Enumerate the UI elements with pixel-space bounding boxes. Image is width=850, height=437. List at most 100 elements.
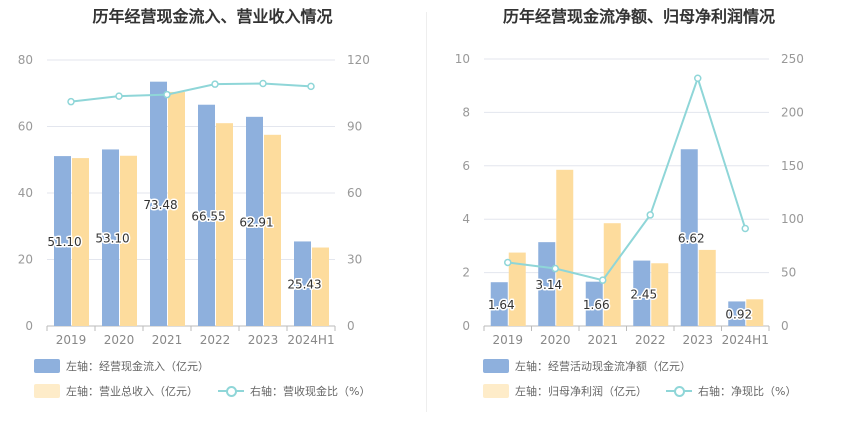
cash-inflow-revenue-chart-panel: 历年经营现金流入、营业收入情况 0 20 40 60 80 0 30 60 90 120 2019 5… xyxy=(18,7,370,399)
cash-inflow-revenue-chart: 0 20 40 60 80 0 30 60 90 120 2019 51.10 2020 53.10 202… xyxy=(18,53,370,347)
legend-item-net-operating-cashflow[interactable]: 左轴：经营活动现金流净额（亿元） xyxy=(483,358,691,374)
right-axis-tick-label: 100 xyxy=(781,212,804,226)
ratio-point xyxy=(599,276,607,284)
ratio-point xyxy=(741,224,749,233)
bar-2023 xyxy=(246,116,263,326)
data-label: 73.48 xyxy=(143,198,177,212)
net-cashflow-profit-chart: 024681005010015020025020191.6420203.1420… xyxy=(455,52,804,347)
right-axis-tick-label: 60 xyxy=(347,186,362,200)
right-axis-tick-label: 90 xyxy=(347,120,362,134)
left-axis-tick-label: 6 xyxy=(462,159,470,173)
x-axis-tick-label: 2023 xyxy=(682,333,713,347)
bar-2024H1 xyxy=(728,301,746,326)
bar-2021 xyxy=(585,281,603,326)
bar-2022 xyxy=(633,260,651,326)
left-axis-tick-label: 0 xyxy=(25,319,33,333)
bar-2020 xyxy=(120,155,137,326)
right-axis-tick-label: 0 xyxy=(347,319,355,333)
left-axis-tick-label: 0 xyxy=(462,319,470,333)
bar-2022 xyxy=(216,123,233,326)
data-label: 6.62 xyxy=(678,232,705,246)
bar-2023 xyxy=(264,134,281,326)
right-axis-tick-label: 150 xyxy=(781,159,804,173)
data-label: 2.45 xyxy=(630,287,657,301)
ratio-point xyxy=(259,79,267,88)
right-axis-tick-label: 200 xyxy=(781,105,804,119)
legend-item-net-cash-ratio[interactable]: 右轴：净现比（%） xyxy=(666,383,796,399)
ratio-point xyxy=(504,258,512,267)
ratio-point xyxy=(163,90,171,99)
ratio-line xyxy=(70,82,312,103)
bar-2019 xyxy=(54,156,71,326)
x-axis-tick-label: 2021 xyxy=(587,333,618,347)
x-axis-tick-label: 2019 xyxy=(56,333,87,347)
legend-item-cash-inflow[interactable]: 左轴：经营现金流入（亿元） xyxy=(34,358,209,374)
bar-2023 xyxy=(698,249,716,326)
legend-label: 左轴：经营活动现金流净额（亿元） xyxy=(515,360,691,373)
legend-item-cash-revenue-ratio[interactable]: 右轴：营收现金比（%） xyxy=(218,383,370,399)
left-axis-tick-label: 2 xyxy=(462,266,470,280)
data-label: 0.92 xyxy=(725,308,752,322)
data-label: 51.10 xyxy=(47,235,81,249)
ratio-point xyxy=(211,80,219,88)
data-label: 3.14 xyxy=(535,278,562,292)
legend-label: 左轴：营业总收入（亿元） xyxy=(66,385,198,398)
legend-label: 右轴：营收现金比（%） xyxy=(250,385,371,398)
left-axis-tick-label: 10 xyxy=(455,52,470,66)
legend-label: 左轴：归母净利润（亿元） xyxy=(515,385,647,398)
bar-2021 xyxy=(150,81,167,326)
ratio-point xyxy=(551,264,559,273)
left-axis-tick-label: 60 xyxy=(18,120,33,134)
x-axis-tick-label: 2024H1 xyxy=(287,333,334,347)
right-axis-tick-label: 120 xyxy=(347,53,370,67)
ratio-point xyxy=(646,211,654,219)
legend-swatch xyxy=(483,359,509,373)
right-axis-tick-label: 30 xyxy=(347,253,362,267)
left-axis-tick-label: 20 xyxy=(18,253,33,267)
bar-2022 xyxy=(651,263,669,326)
left-axis-tick-label: 40 xyxy=(18,186,33,200)
bar-2024H1 xyxy=(294,241,311,326)
legend-swatch xyxy=(483,384,509,398)
bar-2024H1 xyxy=(312,247,329,326)
ratio-point xyxy=(307,82,315,91)
data-label: 1.64 xyxy=(488,298,515,312)
legend-item-net-profit[interactable]: 左轴：归母净利润（亿元） xyxy=(483,383,647,399)
x-axis-tick-label: 2022 xyxy=(200,333,231,347)
ratio-point xyxy=(67,97,75,106)
bar-2021 xyxy=(168,91,185,326)
right-axis-tick-label: 0 xyxy=(781,319,789,333)
data-label: 66.55 xyxy=(191,209,225,223)
legend-label: 右轴：净现比（%） xyxy=(698,385,797,398)
data-label: 1.66 xyxy=(583,298,610,312)
x-axis-tick-label: 2021 xyxy=(152,333,183,347)
bar-2019 xyxy=(72,158,89,326)
x-axis-tick-label: 2020 xyxy=(540,333,571,347)
bar-2020 xyxy=(102,149,119,326)
left-axis-tick-label: 4 xyxy=(462,212,470,226)
bar-2022 xyxy=(198,104,215,326)
right-axis-tick-label: 250 xyxy=(781,52,804,66)
x-axis-tick-label: 2023 xyxy=(248,333,279,347)
net-cashflow-profit-chart-panel: 历年经营现金流净额、归母净利润情况 0 2 4 6 8 10 0 50 100 150 200 250… xyxy=(428,0,850,437)
x-axis-tick-label: 2024H1 xyxy=(722,333,769,347)
bar-2021 xyxy=(603,223,621,326)
chart-title: 历年经营现金流入、营业收入情况 xyxy=(92,7,333,26)
x-axis-tick-label: 2020 xyxy=(104,333,135,347)
x-axis-tick-label: 2022 xyxy=(635,333,666,347)
legend-line-marker xyxy=(218,384,244,398)
bar-2019 xyxy=(490,282,508,326)
ratio-line xyxy=(507,75,747,282)
legend-item-revenue[interactable]: 左轴：营业总收入（亿元） xyxy=(34,383,198,399)
legend-swatch xyxy=(34,384,60,398)
ratio-point xyxy=(115,92,123,100)
left-axis-tick-label: 8 xyxy=(462,105,470,119)
right-axis-tick-label: 50 xyxy=(781,266,796,280)
legend-swatch xyxy=(34,359,60,373)
bar-2019 xyxy=(508,252,526,326)
left-axis-tick-label: 80 xyxy=(18,53,33,67)
bar-2024H1 xyxy=(746,299,764,326)
data-label: 25.43 xyxy=(287,278,321,292)
data-label: 53.10 xyxy=(95,232,129,246)
